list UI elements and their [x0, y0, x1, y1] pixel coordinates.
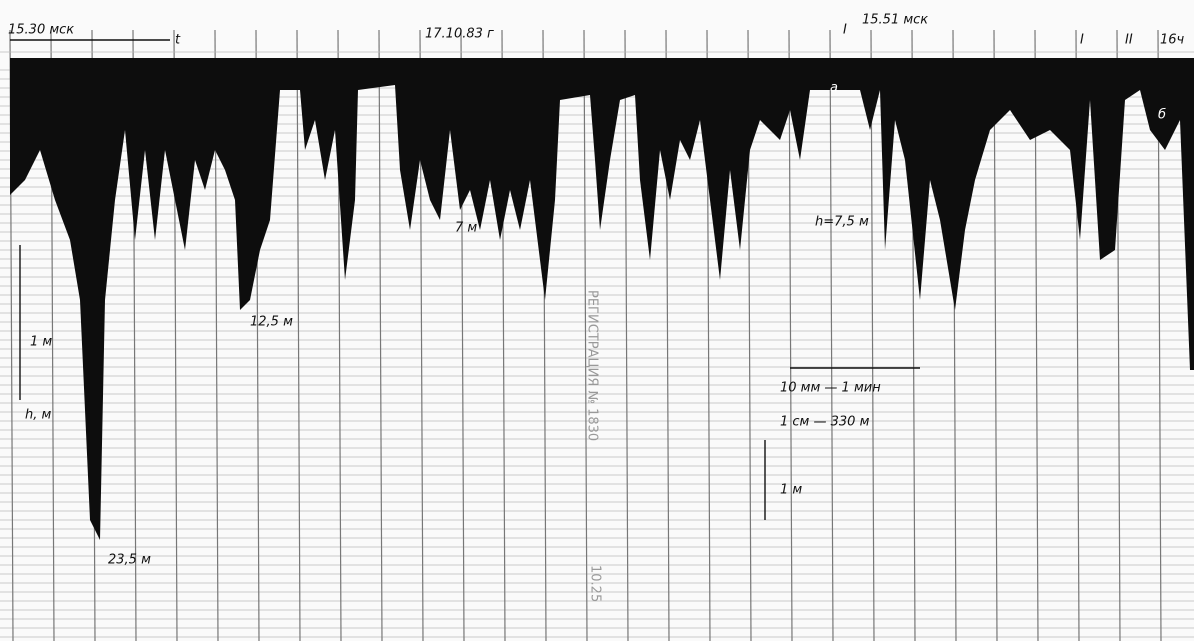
start-time: 15.30 мск: [8, 23, 74, 38]
label-a: а: [830, 81, 838, 96]
scale-label: 1 м: [780, 483, 802, 498]
mark-time: 15.51 мск: [862, 13, 928, 28]
axis-t: t: [175, 33, 181, 48]
label-b: б: [1158, 108, 1166, 123]
print-mark: РЕГИСТРАЦИЯ № 1830: [585, 290, 600, 441]
distance-scale: 1 см — 330 м: [780, 415, 870, 430]
page: 15.30 мск t 17.10.83 г I 15.51 мск I II …: [0, 0, 1194, 641]
marker: I: [1080, 33, 1084, 48]
date: 17.10.83 г: [425, 27, 494, 42]
print-mark: 10.25: [588, 565, 603, 602]
depth-label: 7 м: [455, 221, 477, 236]
depth-label: h=7,5 м: [815, 215, 869, 230]
echogram: 15.30 мск t 17.10.83 г I 15.51 мск I II …: [0, 0, 1194, 641]
scale-label: 1 м: [30, 335, 52, 350]
depth-label: 23,5 м: [108, 553, 151, 568]
marker: I: [843, 23, 847, 38]
axis-h: h, м: [25, 408, 52, 423]
marker: II: [1125, 33, 1133, 48]
surface-band: [10, 58, 1194, 68]
time-scale: 10 мм — 1 мин: [780, 381, 881, 396]
depth-label: 12,5 м: [250, 315, 293, 330]
end-time: 16ч: [1160, 33, 1185, 48]
